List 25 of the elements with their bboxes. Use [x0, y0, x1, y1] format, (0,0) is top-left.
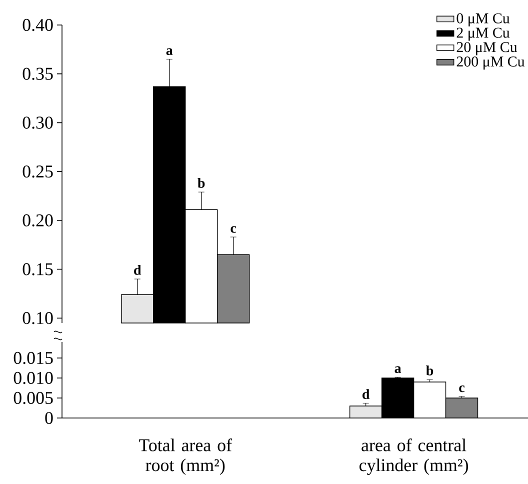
y-tick-label: 0.25: [22, 165, 53, 178]
legend-label: 200 μM Cu: [456, 56, 525, 70]
legend-label: 2 μM Cu: [456, 28, 510, 41]
legend-label: 0 μM Cu: [456, 13, 510, 26]
data-label: b: [426, 366, 434, 376]
y-tick-label: 0.15: [22, 263, 53, 276]
data-label: a: [166, 48, 173, 55]
y-tick-label: 0.35: [22, 68, 53, 80]
y-tick-label: 0.015: [14, 352, 53, 364]
x-tick-label: area of central cylinder (mm²): [360, 438, 468, 475]
y-tick-label: 0.40: [22, 18, 53, 32]
data-label: c: [459, 385, 465, 392]
data-label: d: [134, 264, 142, 275]
data-label: a: [394, 366, 402, 373]
x-tick-label: Total area of root (mm²): [139, 438, 232, 475]
y-tick-label: 0.005: [14, 392, 53, 404]
y-tick-label: 0.20: [22, 214, 53, 226]
data-label: d: [362, 389, 370, 399]
y-tick-label: 0.10: [22, 312, 53, 324]
y-tick-label: 0.30: [22, 116, 53, 129]
y-tick-label: 0: [45, 412, 53, 424]
data-label: b: [198, 178, 205, 188]
data-label: c: [230, 226, 236, 233]
y-tick-label: 0.010: [14, 372, 53, 384]
legend-label: 20 μM Cu: [456, 42, 518, 56]
